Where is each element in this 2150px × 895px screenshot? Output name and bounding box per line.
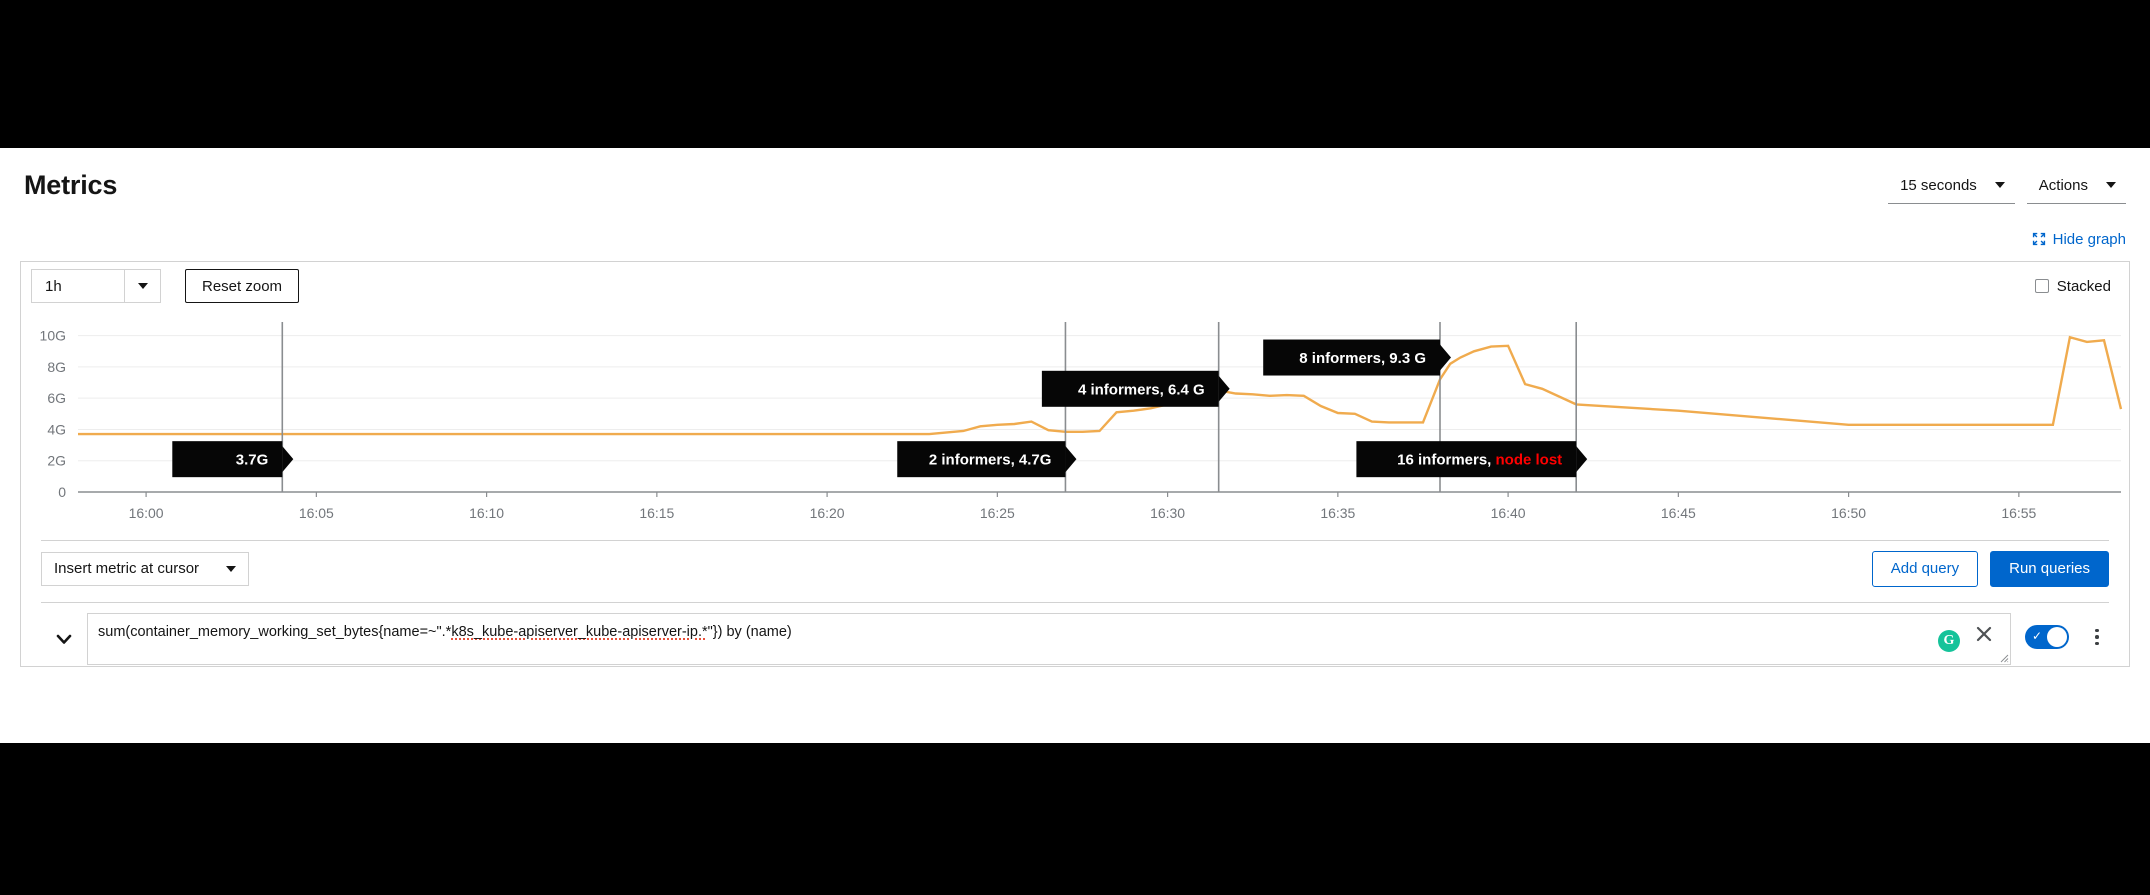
compress-icon bbox=[2032, 232, 2045, 246]
query-toolbar: Insert metric at cursor Add query Run qu… bbox=[41, 540, 2109, 592]
refresh-interval-select[interactable]: 15 seconds bbox=[1888, 167, 2015, 204]
grammarly-glyph: G bbox=[1943, 633, 1955, 648]
query-row: sum(container_memory_working_set_bytes{n… bbox=[41, 602, 2109, 666]
metrics-chart[interactable]: 0 2G 4G 6G 8G 10G 16:00 16:05 16:10 16:15 16:20 16… bbox=[21, 310, 2129, 521]
annotation-callout-arrow bbox=[1218, 375, 1230, 402]
annotation-callout-arrow bbox=[1065, 446, 1077, 473]
query-expr-prefix: sum(container_memory_working_set_bytes{n… bbox=[98, 624, 452, 640]
chart-x-ticks bbox=[145, 492, 2020, 497]
timespan-toggle[interactable] bbox=[124, 270, 160, 302]
timespan-value: 1h bbox=[45, 277, 62, 295]
chart-y-tick-label: 0 bbox=[58, 484, 66, 500]
chevron-down-icon bbox=[56, 634, 72, 644]
chart-annotation-callouts[interactable]: 3.7G 2 informers, 4.7G 4 informers, 6.4 G 8… bbox=[172, 339, 1588, 478]
annotation-callout-arrow bbox=[1440, 344, 1451, 371]
query-expression-field[interactable]: sum(container_memory_working_set_bytes{n… bbox=[87, 613, 2011, 665]
page-header: Metrics 15 seconds Actions bbox=[0, 148, 2150, 223]
close-icon[interactable] bbox=[1974, 624, 1994, 644]
chart-y-tick-label: 2G bbox=[47, 453, 66, 469]
chart-x-tick-label: 16:55 bbox=[2001, 505, 2036, 521]
annotation-callout-box bbox=[1263, 339, 1440, 376]
annotation-callout-box bbox=[897, 441, 1066, 478]
refresh-interval-value: 15 seconds bbox=[1900, 176, 1977, 194]
chart-x-tick-label: 16:35 bbox=[1320, 505, 1355, 521]
query-enabled-toggle[interactable]: ✓ bbox=[2025, 625, 2069, 649]
annotation-callout-text: 2 informers, 4.7G bbox=[929, 452, 1052, 469]
annotation-callout[interactable]: 8 informers, 9.3 G bbox=[1263, 339, 1451, 376]
graph-card: 1h Reset zoom Stacked 0 2G 4G 6G 8G 10G 16:00… bbox=[20, 261, 2130, 667]
graph-toolbar: 1h Reset zoom Stacked bbox=[21, 262, 2129, 310]
chart-x-tick-label: 16:40 bbox=[1491, 505, 1526, 521]
annotation-callout[interactable]: 4 informers, 6.4 G bbox=[1041, 370, 1230, 407]
expand-query-button[interactable] bbox=[41, 613, 87, 665]
chart-y-tick-label: 10G bbox=[40, 328, 66, 344]
query-expr-suffix: "}) by (name) bbox=[707, 624, 792, 640]
kebab-dot bbox=[2095, 635, 2099, 639]
annotation-callout-box bbox=[1041, 370, 1219, 407]
chart-x-tick-label: 16:05 bbox=[299, 505, 334, 521]
chart-y-tick-label: 6G bbox=[47, 390, 66, 406]
chart-x-tick-label: 16:00 bbox=[129, 505, 164, 521]
kebab-menu-icon[interactable] bbox=[2085, 625, 2109, 649]
annotation-callout-text: 8 informers, 9.3 G bbox=[1299, 350, 1426, 367]
stacked-checkbox-box[interactable] bbox=[2034, 279, 2049, 293]
chevron-down-icon bbox=[137, 283, 148, 289]
chevron-down-icon bbox=[226, 565, 236, 572]
chart-x-tick-label: 16:30 bbox=[1150, 505, 1185, 521]
query-toolbar-actions: Add query Run queries bbox=[1871, 550, 2109, 587]
actions-label: Actions bbox=[2038, 176, 2088, 194]
annotation-callout-box bbox=[172, 441, 283, 478]
annotation-callout-text: 16 informers, node lost bbox=[1397, 452, 1562, 469]
annotation-callout-arrow bbox=[1576, 446, 1588, 473]
header-controls: 15 seconds Actions bbox=[1888, 167, 2126, 204]
chart-x-axis-labels: 16:00 16:05 16:10 16:15 16:20 16:25 16:30 16:35… bbox=[129, 505, 2037, 521]
annotation-callout[interactable]: 3.7G bbox=[172, 441, 294, 478]
chart-gridlines bbox=[78, 335, 2121, 493]
chart-x-tick-label: 16:15 bbox=[639, 505, 674, 521]
chart-x-tick-label: 16:50 bbox=[1831, 505, 1866, 521]
chevron-down-icon bbox=[2106, 182, 2116, 188]
actions-menu[interactable]: Actions bbox=[2026, 167, 2126, 204]
chevron-down-icon bbox=[1994, 182, 2005, 188]
stacked-checkbox[interactable]: Stacked bbox=[2034, 277, 2117, 295]
annotation-callout[interactable]: 16 informers, node lost bbox=[1356, 441, 1588, 478]
kebab-dot bbox=[2095, 641, 2099, 646]
chart-y-axis-labels: 0 2G 4G 6G 8G 10G bbox=[40, 328, 67, 500]
query-expr-misspelled: k8s_kube-apiserver_kube-apiserver-ip.* bbox=[451, 624, 708, 640]
resize-grip-icon[interactable] bbox=[1999, 653, 2009, 663]
hide-graph-row: Hide graph bbox=[0, 223, 2150, 255]
metrics-app: Metrics 15 seconds Actions Hide graph bbox=[0, 148, 2150, 743]
chart-y-tick-label: 8G bbox=[47, 359, 66, 375]
toggle-knob bbox=[2047, 627, 2067, 647]
chart-y-tick-label: 4G bbox=[47, 421, 66, 437]
insert-metric-toggle[interactable] bbox=[214, 565, 248, 572]
annotation-callout-text: 4 informers, 6.4 G bbox=[1078, 381, 1205, 398]
grammarly-icon[interactable]: G bbox=[1938, 630, 1960, 652]
check-icon: ✓ bbox=[2032, 629, 2043, 643]
query-expression-text: sum(container_memory_working_set_bytes{n… bbox=[88, 614, 802, 642]
chart-x-tick-label: 16:20 bbox=[810, 505, 845, 521]
chart-x-tick-label: 16:10 bbox=[469, 505, 504, 521]
chart-series-line bbox=[78, 335, 2123, 436]
annotation-callout-text: 3.7G bbox=[236, 452, 269, 469]
add-query-button[interactable]: Add query bbox=[1871, 550, 1979, 587]
chart-x-tick-label: 16:25 bbox=[980, 505, 1015, 521]
run-queries-button[interactable]: Run queries bbox=[1990, 550, 2109, 587]
page-title: Metrics bbox=[24, 170, 118, 200]
timespan-select[interactable]: 1h bbox=[31, 269, 161, 303]
annotation-callout-arrow bbox=[282, 446, 294, 473]
reset-zoom-button[interactable]: Reset zoom bbox=[185, 269, 300, 303]
annotation-callout-box bbox=[1356, 441, 1577, 478]
annotation-callout[interactable]: 2 informers, 4.7G bbox=[897, 441, 1077, 478]
insert-metric-select[interactable]: Insert metric at cursor bbox=[41, 551, 249, 586]
kebab-dot bbox=[2095, 628, 2099, 633]
hide-graph-button[interactable]: Hide graph bbox=[2032, 231, 2126, 248]
insert-metric-label: Insert metric at cursor bbox=[54, 560, 200, 577]
stacked-label: Stacked bbox=[2056, 277, 2111, 295]
hide-graph-label: Hide graph bbox=[2052, 230, 2126, 248]
chart-x-tick-label: 16:45 bbox=[1661, 505, 1696, 521]
